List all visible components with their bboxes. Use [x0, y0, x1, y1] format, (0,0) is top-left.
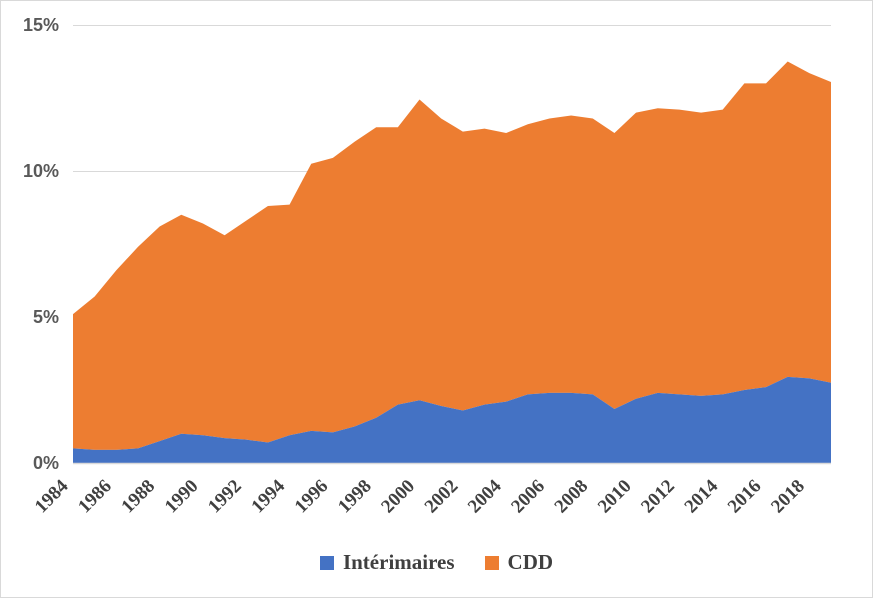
x-axis-label-1996: 1996	[291, 476, 333, 518]
x-axis-label-1986: 1986	[74, 476, 116, 518]
x-axis-label-1990: 1990	[161, 476, 203, 518]
y-axis-label-0%: 0%	[33, 453, 59, 473]
y-axis-label-10%: 10%	[23, 161, 59, 181]
legend-item-interimaires: Intérimaires	[319, 550, 455, 574]
x-axis-label-1994: 1994	[247, 475, 289, 517]
legend-swatch-cdd	[484, 555, 499, 570]
y-axis-label-5%: 5%	[33, 307, 59, 327]
x-axis-label-2014: 2014	[681, 475, 723, 517]
legend-label-cdd: CDD	[507, 550, 554, 574]
x-axis-label-2008: 2008	[551, 476, 593, 518]
x-axis-label-2002: 2002	[421, 476, 463, 518]
legend-swatch-interimaires	[319, 555, 334, 570]
x-axis-label-1998: 1998	[334, 476, 376, 518]
legend-item-cdd: CDD	[484, 550, 554, 574]
legend-label-interimaires: Intérimaires	[342, 550, 455, 574]
x-axis-label-2004: 2004	[464, 475, 506, 517]
x-axis-label-1984: 1984	[31, 475, 73, 517]
x-axis-label-2016: 2016	[724, 476, 766, 518]
area-series-interimaires	[73, 376, 831, 463]
x-axis-label-2012: 2012	[637, 476, 679, 518]
chart-legend: Intérimaires CDD	[1, 552, 872, 573]
y-axis-label-15%: 15%	[23, 15, 59, 35]
x-axis-label-2018: 2018	[767, 476, 809, 518]
x-axis-label-2010: 2010	[594, 476, 636, 518]
x-axis-label-2006: 2006	[507, 476, 549, 518]
x-axis-label-2000: 2000	[377, 476, 419, 518]
x-axis-label-1988: 1988	[117, 476, 159, 518]
area-series-cdd	[73, 61, 831, 450]
x-axis-label-1992: 1992	[204, 476, 246, 518]
